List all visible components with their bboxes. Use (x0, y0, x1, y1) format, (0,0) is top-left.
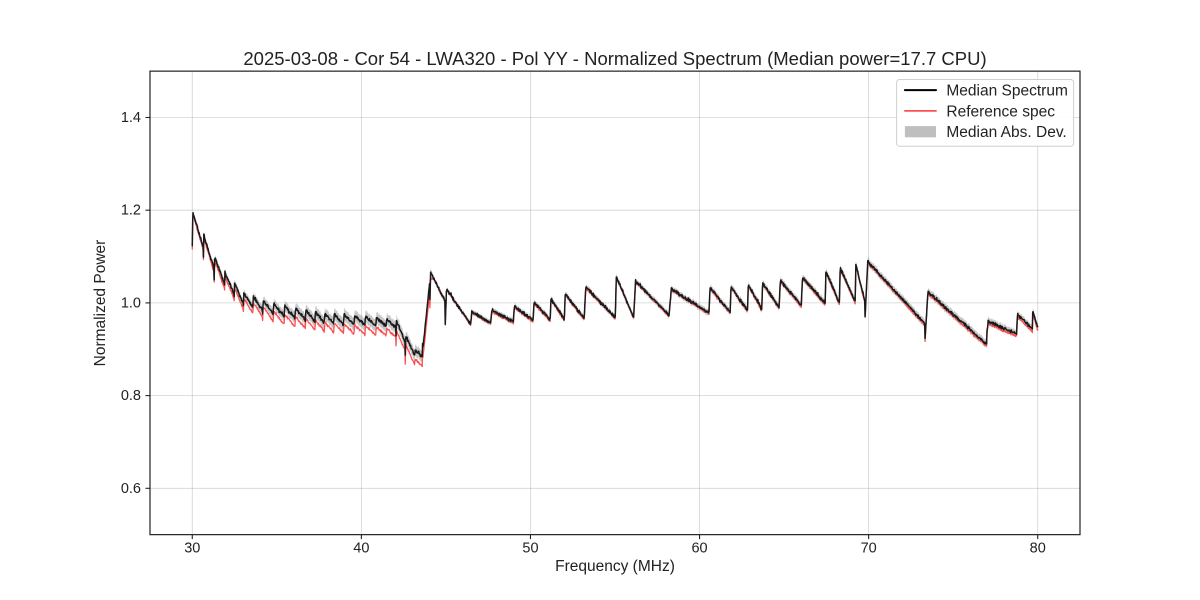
svg-text:0.8: 0.8 (121, 388, 141, 404)
svg-text:70: 70 (861, 541, 877, 557)
svg-text:1.4: 1.4 (121, 110, 141, 126)
svg-text:Reference spec: Reference spec (946, 103, 1055, 120)
svg-text:0.6: 0.6 (121, 481, 141, 497)
svg-text:Median Spectrum: Median Spectrum (946, 83, 1067, 100)
svg-text:80: 80 (1030, 541, 1046, 557)
svg-text:1.2: 1.2 (121, 203, 141, 219)
svg-text:30: 30 (184, 541, 200, 557)
svg-text:60: 60 (691, 541, 707, 557)
svg-text:Median Abs. Dev.: Median Abs. Dev. (946, 124, 1066, 141)
svg-text:40: 40 (353, 541, 369, 557)
svg-text:1.0: 1.0 (121, 295, 141, 311)
svg-text:50: 50 (522, 541, 538, 557)
